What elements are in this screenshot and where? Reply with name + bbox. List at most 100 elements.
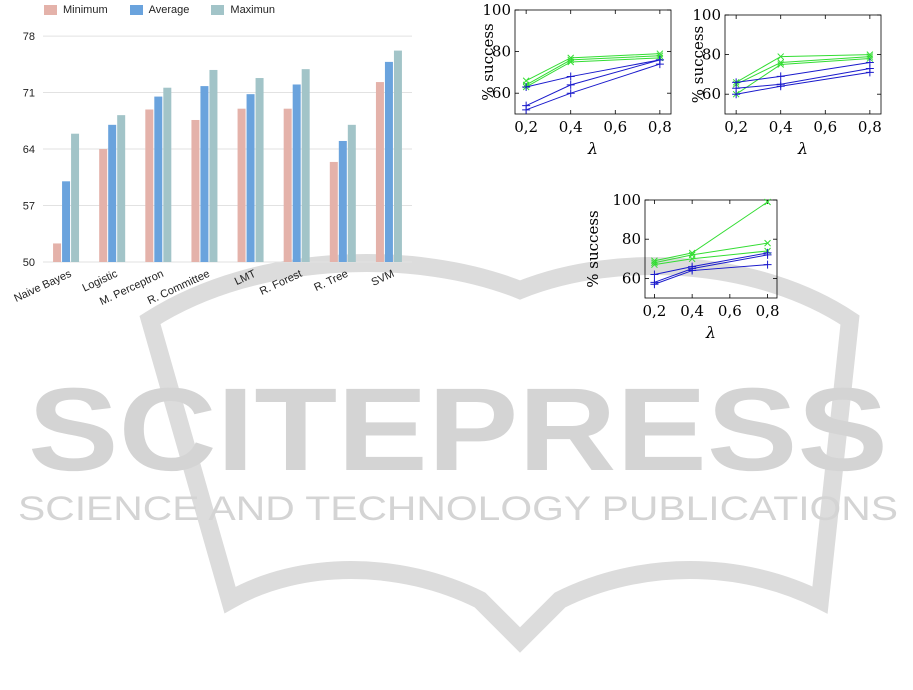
series-line: [736, 71, 870, 95]
legend-swatch-minimum: [44, 5, 57, 15]
data-point-marker: [522, 105, 531, 114]
bar-average: [246, 94, 255, 262]
x-axis-label: λ: [587, 139, 598, 158]
data-point-marker: [655, 60, 664, 69]
plot-frame: [724, 14, 882, 115]
x-tick-label: 0,4: [680, 302, 704, 320]
data-point-marker: [566, 72, 575, 81]
y-tick-label: 60: [702, 85, 721, 103]
series-line: [525, 59, 660, 107]
plot-frame: [514, 9, 672, 115]
bar-maximun: [255, 78, 264, 262]
series-line: [525, 53, 660, 82]
y-axis-label: % success: [584, 210, 602, 287]
series-line: [735, 58, 870, 95]
data-point-marker: [776, 82, 785, 91]
data-point-marker: [566, 80, 575, 89]
legend-label-maximun: Maximun: [230, 4, 276, 16]
line-chart-3: 60 80 100 0,2 0,4 0,6 0,8 % success λ: [584, 191, 780, 342]
x-tick-label: 0,4: [559, 118, 583, 136]
series-line: [654, 264, 768, 285]
y-tick-label: 60: [622, 269, 641, 287]
legend-swatch-average: [129, 5, 143, 15]
x-tick-label: SVM: [370, 268, 397, 289]
data-point-marker: [763, 260, 772, 269]
bar-average: [200, 86, 209, 262]
bar-minimum: [53, 243, 62, 262]
bar-average: [62, 181, 71, 262]
bar-minimum: [145, 109, 154, 262]
legend-item-minimum: Minimum: [44, 4, 108, 16]
y-tick-label: 80: [702, 46, 721, 64]
x-tick-label: 0,2: [642, 302, 666, 320]
legend-item-average: Average: [129, 4, 190, 16]
bar-minimum: [375, 82, 384, 262]
bar-minimum: [99, 149, 108, 262]
line-chart-2: 60 80 100 0,2 0,4 0,6 0,8 % success λ: [689, 6, 882, 158]
watermark-book-shape: [139, 254, 860, 653]
y-axis-label: % success: [479, 23, 497, 100]
line-chart-1: 60 80 100 0,2 0,4 0,6 0,8 % success λ: [479, 1, 672, 158]
x-tick-label: 0,6: [718, 302, 742, 320]
x-tick-label: 0,6: [603, 118, 627, 136]
y-tick-label: 50: [23, 257, 35, 269]
watermark-brand: SCITEPRESS: [28, 364, 888, 496]
y-tick-label: 57: [23, 201, 35, 213]
x-tick-label: 0,2: [724, 118, 748, 136]
x-tick-label: Naive Bayes: [12, 268, 73, 305]
bar-average: [292, 84, 301, 262]
data-point-marker: [777, 61, 785, 68]
bar-average: [108, 124, 117, 263]
legend-swatch-maximun: [211, 5, 225, 15]
bar-chart-legend: Minimum Average Maximun: [44, 4, 275, 16]
x-tick-label: 0,8: [858, 118, 882, 136]
bar-average: [338, 140, 347, 262]
data-point-marker: [764, 239, 771, 247]
bar-average: [384, 61, 393, 263]
x-tick-label: 0,2: [514, 118, 538, 136]
legend-item-maximun: Maximun: [211, 4, 275, 16]
bar-minimum: [237, 108, 246, 262]
bar-maximun: [393, 50, 402, 262]
bar-maximun: [301, 69, 310, 262]
data-point-marker: [732, 90, 741, 99]
y-tick-label: 100: [482, 1, 511, 19]
data-point-marker: [777, 53, 785, 60]
bar-minimum: [191, 119, 200, 262]
bar-maximun: [163, 87, 172, 262]
data-point-marker: [567, 58, 575, 66]
data-point-marker: [688, 255, 696, 263]
bar-minimum: [283, 108, 292, 262]
x-axis-label: λ: [705, 323, 716, 342]
x-tick-label: 0,6: [813, 118, 837, 136]
x-tick-label: LMT: [233, 268, 258, 288]
watermark-tagline: SCIENCE AND TECHNOLOGY PUBLICATIONS: [18, 490, 898, 528]
data-point-marker: [651, 261, 658, 269]
data-point-marker: [522, 82, 531, 91]
y-tick-label: 60: [492, 84, 511, 102]
bar-minimum: [329, 161, 338, 262]
legend-label-average: Average: [148, 4, 190, 16]
y-tick-label: 80: [492, 43, 511, 61]
bar-maximun: [209, 69, 218, 262]
bar-maximun: [117, 115, 126, 262]
x-axis-label: λ: [797, 139, 808, 158]
y-tick-label: 64: [23, 144, 35, 156]
series-line: [736, 67, 870, 89]
x-tick-label: 0,4: [769, 118, 793, 136]
data-point-marker: [650, 270, 659, 279]
data-point-marker: [566, 89, 575, 98]
bar-maximun: [71, 133, 80, 262]
y-tick-label: 71: [23, 88, 35, 100]
y-tick-label: 100: [692, 6, 721, 24]
series-line: [735, 54, 870, 83]
data-point-marker: [763, 250, 772, 259]
series-line: [654, 252, 768, 275]
legend-label-minimum: Minimum: [63, 4, 108, 16]
y-axis-label: % success: [689, 26, 707, 103]
bar-maximun: [347, 124, 356, 263]
data-point-marker: [764, 198, 771, 206]
data-point-marker: [865, 68, 874, 77]
